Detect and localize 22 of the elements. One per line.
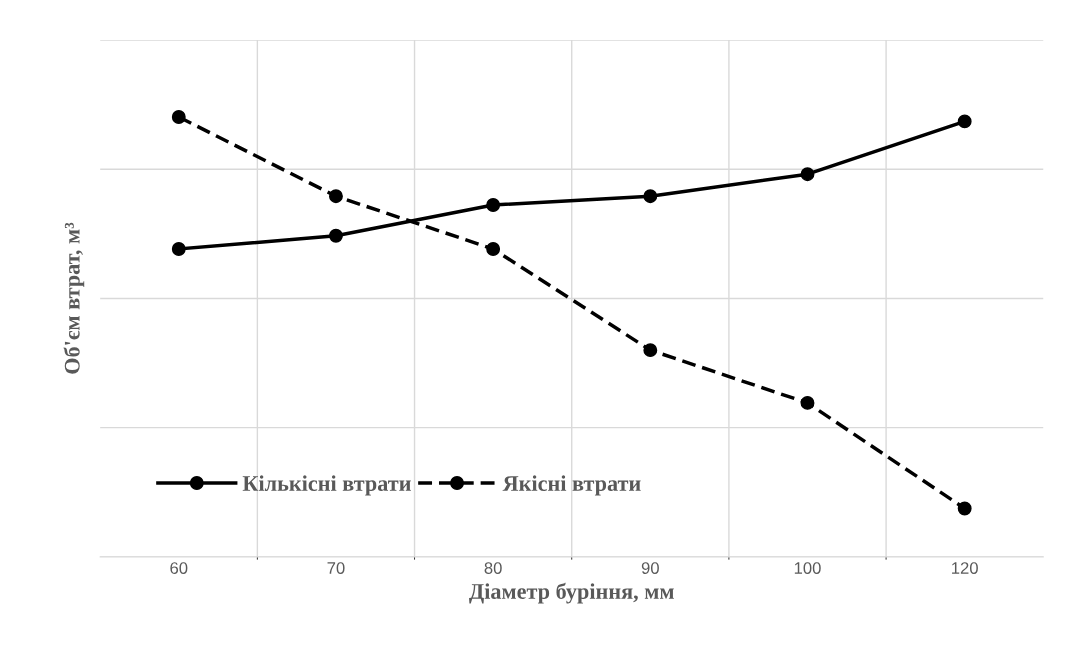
x-tick-label: 80 [484, 562, 502, 574]
point [957, 114, 972, 129]
x-tick-label: 120 [952, 562, 978, 574]
point [486, 198, 501, 212]
y-axis-title: Об'єм втрат, м³ [63, 222, 85, 374]
legend-label: Кількісні втрати [242, 475, 411, 496]
point [171, 242, 186, 256]
point [329, 189, 343, 204]
point [957, 501, 972, 516]
x-axis-title: Діаметр буріння, мм [469, 582, 674, 604]
x-tick-label: 100 [794, 562, 821, 574]
point [329, 228, 343, 243]
point [643, 343, 658, 358]
x-tick-label: 90 [641, 562, 659, 574]
point [486, 242, 501, 256]
x-tick-label: 70 [327, 562, 345, 574]
point [171, 110, 186, 124]
x-tick-label: 60 [170, 562, 188, 574]
point [800, 167, 815, 182]
legend-label: Якісні втрати [502, 475, 641, 496]
point [643, 189, 658, 204]
point [800, 395, 815, 410]
